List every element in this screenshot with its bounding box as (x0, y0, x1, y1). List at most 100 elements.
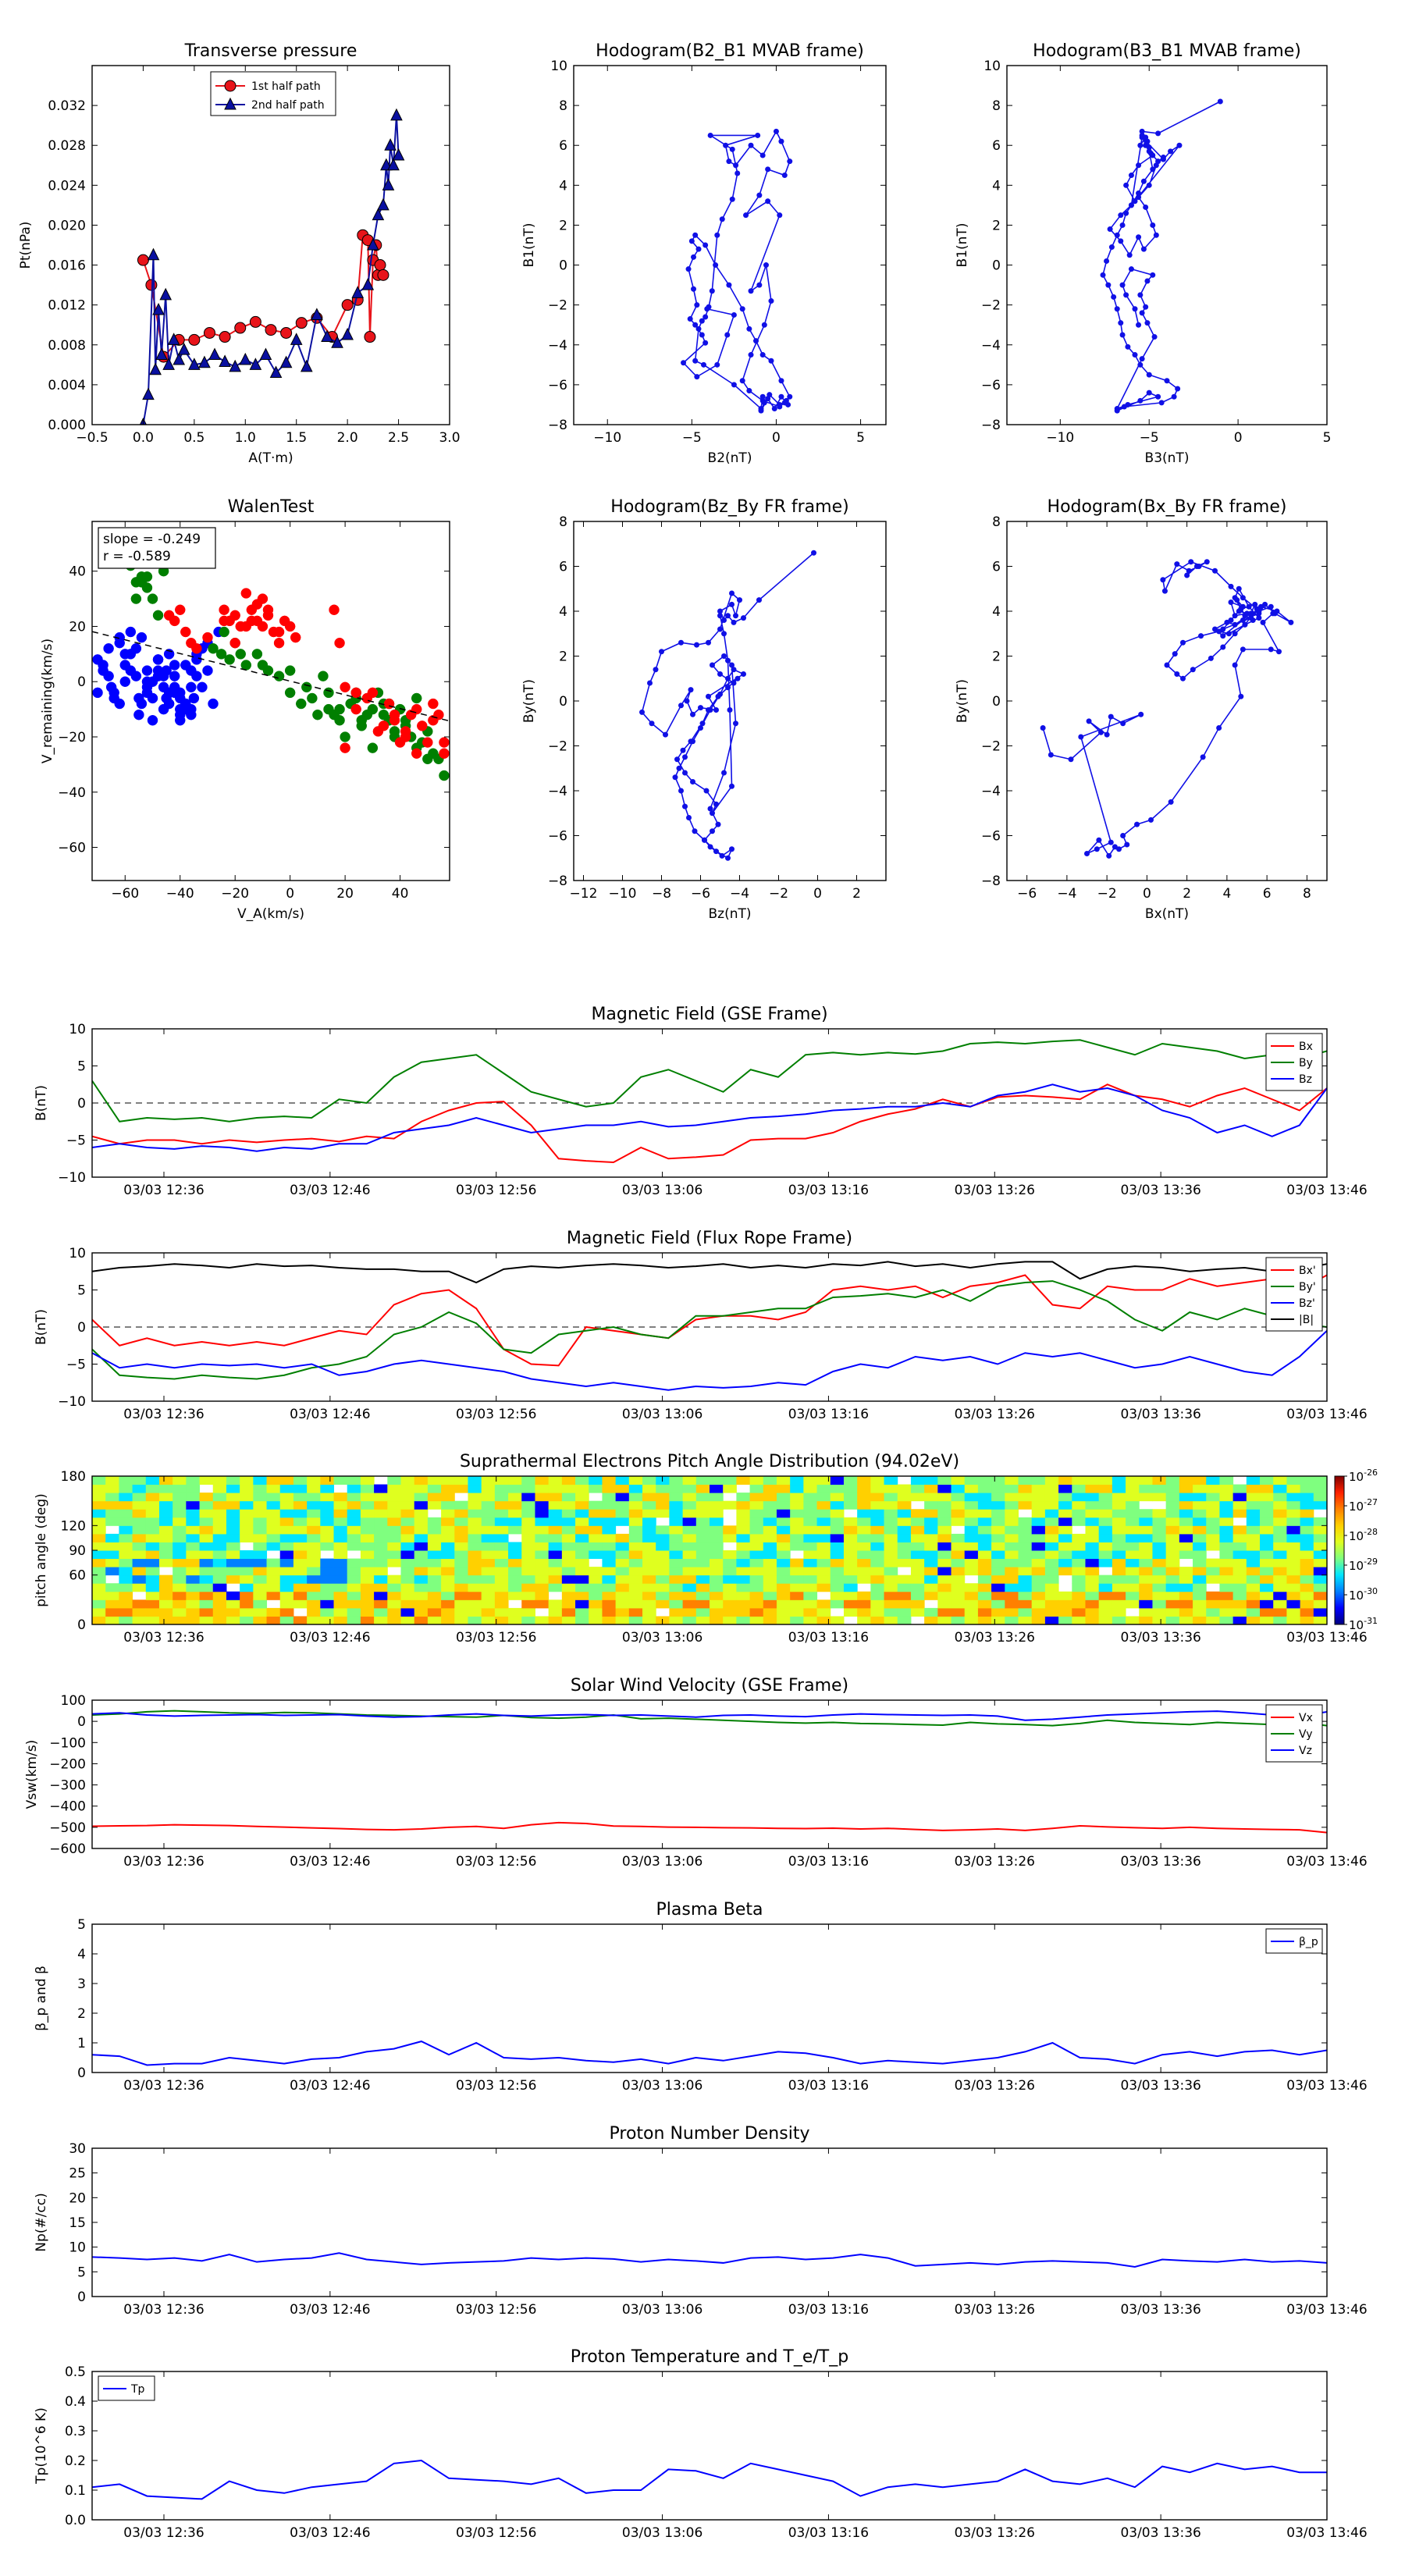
heatmap-cell (1260, 1517, 1274, 1526)
heatmap-cell (1031, 1599, 1046, 1609)
x-tick-label: 3.0 (439, 430, 460, 446)
heatmap-cell (320, 1616, 335, 1625)
heatmap-cell (1179, 1476, 1193, 1485)
data-point (177, 343, 190, 355)
heatmap-cell (1179, 1493, 1193, 1502)
data-point (169, 681, 180, 693)
heatmap-cell (628, 1567, 643, 1576)
heatmap-cell (803, 1500, 818, 1510)
heatmap-cell (1126, 1558, 1140, 1567)
heatmap-cell (481, 1550, 496, 1560)
data-point (639, 709, 645, 715)
heatmap-cell (1098, 1542, 1113, 1551)
heatmap-cell (1300, 1500, 1314, 1510)
data-point (377, 197, 389, 211)
data-point (1155, 158, 1161, 165)
y-tick-label: −8 (981, 418, 1001, 433)
heatmap-cell (1219, 1599, 1234, 1609)
data-point (1118, 320, 1124, 326)
heatmap-cell (1085, 1509, 1100, 1518)
data-point (1107, 226, 1113, 233)
heatmap-cell (695, 1558, 710, 1567)
heatmap-cell (790, 1542, 804, 1551)
heatmap-cell (951, 1509, 966, 1518)
heatmap-cell (575, 1583, 589, 1592)
heatmap-cell (589, 1484, 603, 1493)
heatmap-cell (427, 1525, 442, 1535)
heatmap-cell (186, 1484, 201, 1493)
data-point (1153, 232, 1159, 238)
heatmap-cell (105, 1616, 119, 1625)
legend-label: Tp (130, 2383, 145, 2396)
plot-area (92, 2459, 1327, 2500)
heatmap-cell (1098, 1558, 1113, 1567)
heatmap-cell (253, 1476, 268, 1485)
x-tick-label: −10 (1046, 430, 1074, 446)
y-tick-label: 8 (559, 98, 567, 114)
heatmap-cell (1193, 1550, 1207, 1560)
heatmap-cell (132, 1616, 147, 1625)
heatmap-cell (1165, 1476, 1180, 1485)
heatmap-cell (816, 1509, 831, 1518)
heatmap-cell (628, 1484, 643, 1493)
data-point (229, 610, 240, 621)
data-point (1244, 610, 1250, 617)
heatmap-cell (253, 1517, 268, 1526)
heatmap-cell (360, 1583, 375, 1592)
heatmap-cell (656, 1542, 670, 1551)
heatmap-cell (1098, 1574, 1113, 1584)
data-point (257, 660, 269, 671)
data-point (284, 665, 296, 676)
heatmap-cell (924, 1616, 938, 1625)
heatmap-cell (320, 1558, 335, 1567)
data-point (239, 352, 252, 365)
data-point (1040, 725, 1046, 731)
heatmap-cell (212, 1616, 227, 1625)
heatmap-cell (695, 1509, 710, 1518)
heatmap-cell (132, 1525, 147, 1535)
heatmap-cell (776, 1517, 791, 1526)
heatmap-cell (468, 1607, 482, 1617)
heatmap-cell (682, 1542, 697, 1551)
heatmap-cell (830, 1509, 845, 1518)
x-tick-label: −2 (769, 886, 788, 902)
heatmap-cell (843, 1533, 858, 1542)
heatmap-cell (642, 1533, 656, 1542)
heatmap-cell (870, 1607, 885, 1617)
heatmap-cell (1112, 1583, 1126, 1592)
heatmap-cell (628, 1533, 643, 1542)
heatmap-cell (266, 1616, 281, 1625)
data-point (377, 269, 389, 281)
heatmap-cell (843, 1493, 858, 1502)
heatmap-cell (803, 1509, 818, 1518)
heatmap-cell (870, 1509, 885, 1518)
data-point (197, 681, 208, 693)
data-point (695, 326, 702, 332)
heatmap-cell (1286, 1550, 1301, 1560)
heatmap-cell (561, 1525, 576, 1535)
heatmap-cell (870, 1550, 885, 1560)
heatmap-cell (561, 1567, 576, 1576)
heatmap-cell (158, 1574, 173, 1584)
data-point (1125, 401, 1131, 407)
heatmap-cell (468, 1542, 482, 1551)
heatmap-cell (521, 1525, 535, 1535)
heatmap-cell (1152, 1616, 1167, 1625)
heatmap-cell (749, 1567, 764, 1576)
heatmap-cell (494, 1583, 509, 1592)
heatmap-cell (1165, 1599, 1180, 1609)
data-point (125, 626, 137, 638)
plot-area (137, 108, 405, 425)
heatmap-cell (1193, 1476, 1207, 1485)
x-tick-label: 03/03 12:56 (456, 1183, 536, 1198)
heatmap-cell (1126, 1533, 1140, 1542)
heatmap-cell (535, 1567, 550, 1576)
heatmap-cell (360, 1567, 375, 1576)
heatmap-cell (1260, 1533, 1274, 1542)
data-point (142, 387, 155, 400)
heatmap-cell (710, 1607, 724, 1617)
data-point (249, 315, 261, 328)
heatmap-cell (240, 1533, 254, 1542)
x-tick-label: 03/03 12:36 (123, 2525, 204, 2541)
heatmap-cell (897, 1599, 912, 1609)
